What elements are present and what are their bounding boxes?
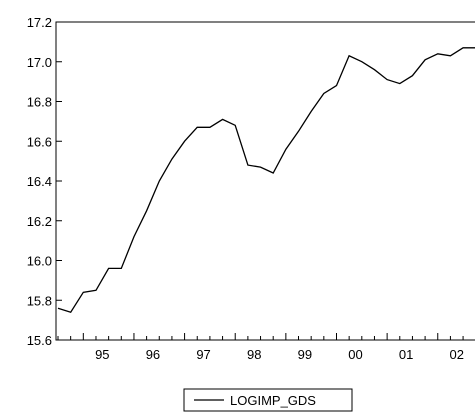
legend: LOGIMP_GDS xyxy=(183,388,353,412)
y-tick-label: 16.8 xyxy=(27,95,52,110)
x-tick-label: 96 xyxy=(146,347,160,362)
x-tick-label: 01 xyxy=(399,347,413,362)
x-tick-label: 02 xyxy=(450,347,464,362)
y-tick-label: 17.2 xyxy=(27,15,52,30)
y-tick-label: 16.6 xyxy=(27,134,52,149)
y-tick-label: 16.4 xyxy=(27,174,52,189)
y-tick-label: 15.8 xyxy=(27,293,52,308)
x-tick-label: 99 xyxy=(298,347,312,362)
series-line-logimp-gds xyxy=(57,47,475,313)
x-axis: 95 96 97 98 99 00 01 02 xyxy=(57,333,464,362)
y-tick-label: 16.2 xyxy=(27,214,52,229)
legend-box xyxy=(183,388,353,412)
x-tick-label: 98 xyxy=(247,347,261,362)
x-tick-label: 95 xyxy=(95,347,109,362)
y-tick-label: 17.0 xyxy=(27,55,52,70)
y-tick-label: 15.6 xyxy=(27,333,52,348)
y-tick-label: 16.0 xyxy=(27,254,52,269)
y-axis: 15.6 15.8 16.0 16.2 16.4 16.6 16.8 17.0 17.2 xyxy=(27,15,62,348)
legend-label: LOGIMP_GDS xyxy=(230,393,316,408)
plot-frame xyxy=(55,21,475,341)
x-tick-label: 00 xyxy=(348,347,362,362)
x-tick-label: 97 xyxy=(196,347,210,362)
